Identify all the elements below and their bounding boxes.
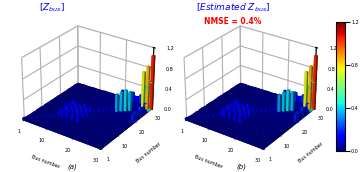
- Text: (a): (a): [67, 164, 77, 170]
- Y-axis label: Bus number: Bus number: [298, 141, 324, 164]
- X-axis label: Bus number: Bus number: [31, 155, 61, 170]
- Text: (b): (b): [237, 164, 247, 170]
- Text: $[Z_{bus}]$: $[Z_{bus}]$: [39, 2, 65, 14]
- X-axis label: Bus number: Bus number: [193, 155, 223, 170]
- Y-axis label: Bus number: Bus number: [135, 141, 162, 164]
- Text: $[Estimated\ Z_{bus}]$: $[Estimated\ Z_{bus}]$: [196, 2, 270, 14]
- Text: NMSE = 0.4%: NMSE = 0.4%: [204, 17, 261, 26]
